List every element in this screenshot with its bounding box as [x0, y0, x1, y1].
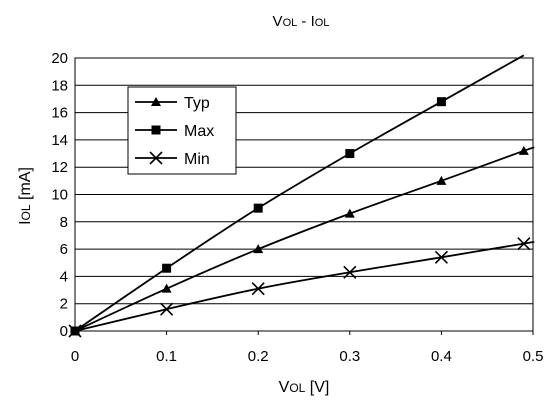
- x-tick-label: 0.1: [156, 348, 177, 365]
- x-axis-label: VOL [V]: [279, 379, 330, 396]
- data-point-min: [160, 302, 174, 316]
- legend-marker: [151, 125, 161, 135]
- data-point-typ: [518, 145, 529, 155]
- data-point-min: [517, 237, 531, 251]
- x-tick-label: 0.2: [248, 348, 269, 365]
- y-tick-label: 4: [60, 268, 68, 285]
- data-point-typ: [436, 175, 447, 185]
- legend-marker: [149, 151, 163, 165]
- y-tick-label: 8: [60, 214, 68, 231]
- data-point-max: [162, 263, 172, 273]
- plot-area-frame: [74, 57, 534, 332]
- legend-label: Max: [184, 123, 214, 140]
- data-point-typ: [253, 244, 264, 254]
- y-tick-labels: 0 2 4 6 8 10 12 14 16 18 20: [51, 50, 68, 340]
- x-tick-label: 0.5: [523, 348, 544, 365]
- y-tick-label: 16: [51, 105, 68, 122]
- data-point-max: [253, 203, 263, 213]
- data-point-min: [434, 250, 448, 264]
- x-tick-label: 0: [71, 348, 79, 365]
- legend-item-typ: Typ: [135, 95, 210, 112]
- data-point-max: [436, 97, 446, 107]
- x-tick-label: 0.4: [431, 348, 452, 365]
- data-point-min: [343, 265, 357, 279]
- series-markers: [68, 97, 531, 338]
- legend-label: Typ: [184, 95, 210, 112]
- x-tick-label: 0.3: [339, 348, 360, 365]
- data-point-max: [345, 149, 355, 159]
- data-point-typ: [161, 283, 172, 293]
- x-tick-labels: 0 0.1 0.2 0.3 0.4 0.5: [71, 348, 544, 365]
- chart-title: VOL - IOL: [273, 13, 330, 30]
- y-tick-label: 0: [60, 323, 68, 340]
- series-line-min: [74, 241, 535, 332]
- y-tick-label: 14: [51, 132, 68, 149]
- data-point-min: [68, 324, 82, 338]
- y-tick-label: 10: [51, 187, 68, 204]
- legend-item-max: Max: [135, 123, 214, 140]
- y-tick-label: 2: [60, 296, 68, 313]
- data-point-min: [251, 282, 265, 296]
- y-tick-label: 18: [51, 77, 68, 94]
- legend: Typ Max Min: [135, 95, 214, 168]
- y-axis-label: IOL [mA]: [17, 167, 34, 225]
- legend-marker: [151, 97, 161, 106]
- y-tick-label: 6: [60, 241, 68, 258]
- legend-label: Min: [184, 151, 210, 168]
- legend-item-min: Min: [135, 151, 210, 168]
- y-tick-label: 20: [51, 50, 68, 67]
- y-tick-label: 12: [51, 159, 68, 176]
- data-point-typ: [344, 208, 355, 218]
